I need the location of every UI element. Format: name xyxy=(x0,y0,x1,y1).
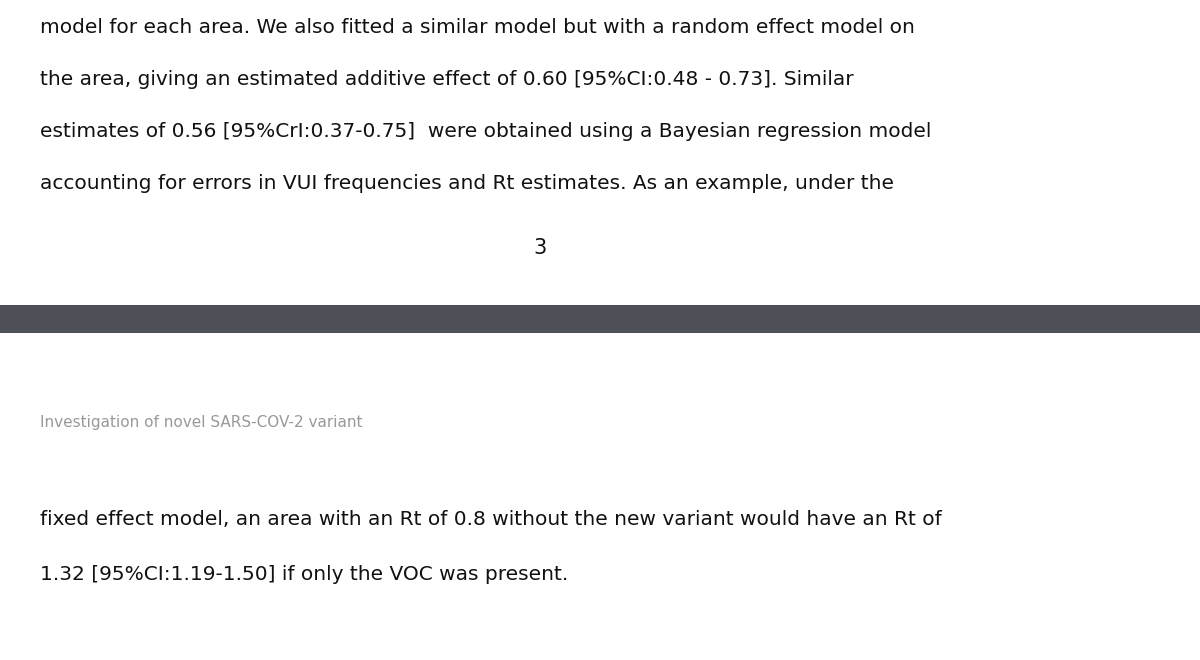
Text: 3: 3 xyxy=(533,238,547,258)
Text: accounting for errors in VUI frequencies and Rt estimates. As an example, under : accounting for errors in VUI frequencies… xyxy=(40,174,894,193)
Text: model for each area. We also fitted a similar model but with a random effect mod: model for each area. We also fitted a si… xyxy=(40,18,914,37)
Text: 1.32 [95%CI:1.19-1.50] if only the VOC was present.: 1.32 [95%CI:1.19-1.50] if only the VOC w… xyxy=(40,565,569,584)
Text: Investigation of novel SARS-COV-2 variant: Investigation of novel SARS-COV-2 varian… xyxy=(40,415,362,430)
Bar xyxy=(0,305,1200,333)
Text: estimates of 0.56 [95%CrI:0.37-0.75]  were obtained using a Bayesian regression : estimates of 0.56 [95%CrI:0.37-0.75] wer… xyxy=(40,122,931,141)
Text: fixed effect model, an area with an Rt of 0.8 without the new variant would have: fixed effect model, an area with an Rt o… xyxy=(40,510,942,529)
Text: the area, giving an estimated additive effect of 0.60 [95%CI:0.48 - 0.73]. Simil: the area, giving an estimated additive e… xyxy=(40,70,853,89)
